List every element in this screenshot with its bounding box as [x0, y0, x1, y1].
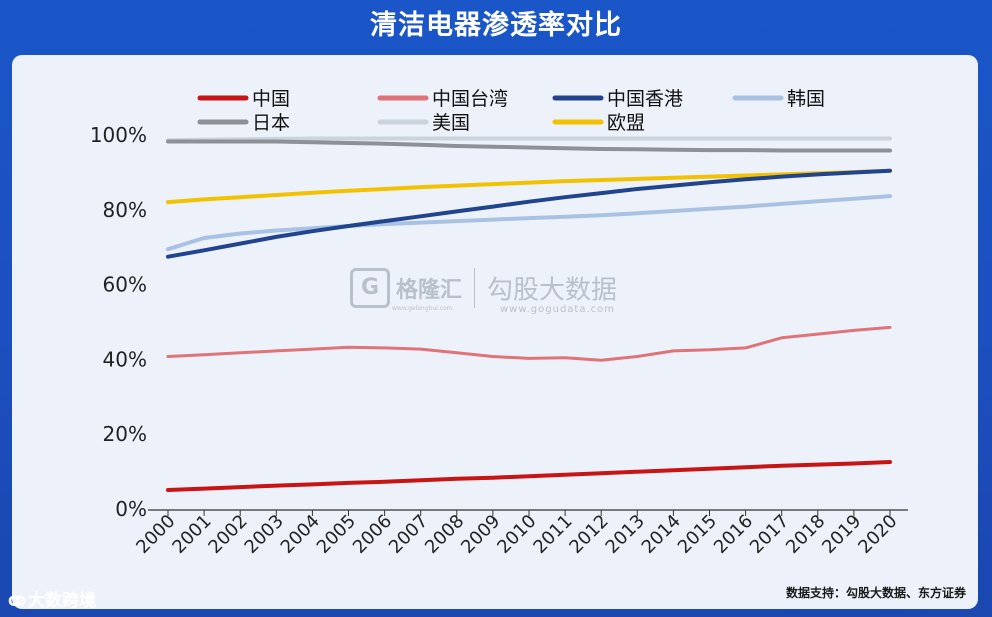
x-tick-label: 2001	[168, 511, 215, 558]
gelonghui-logo-icon: G	[350, 268, 390, 308]
watermark-brand1: 格隆汇	[396, 278, 463, 303]
corner-watermark: ↂ 大数跨境	[8, 586, 96, 611]
x-tick-label: 2004	[277, 511, 324, 558]
legend-label: 欧盟	[607, 112, 645, 134]
watermark-brand1-url: www.gelonghui.com	[392, 305, 453, 312]
series-line-欧盟	[166, 168, 892, 205]
series-line-中国	[166, 460, 892, 492]
x-tick-label: 2006	[349, 511, 396, 558]
watermark-brand2-url: www.gogudata.com	[500, 304, 616, 315]
x-tick-label: 2012	[565, 511, 612, 558]
x-tick-label: 2007	[385, 511, 432, 558]
x-tick-label: 2014	[638, 511, 685, 558]
y-tick-label: 0%	[115, 497, 147, 521]
legend-label: 中国香港	[607, 88, 683, 110]
x-tick-label: 2010	[493, 511, 540, 558]
legend-label: 日本	[252, 112, 290, 134]
x-tick-label: 2005	[313, 511, 360, 558]
y-tick-label: 80%	[103, 198, 147, 222]
x-tick-label: 2016	[710, 511, 757, 558]
x-tick-label: 2013	[602, 511, 649, 558]
series-line-韩国	[166, 194, 892, 252]
center-watermark: G 格隆汇 勾股大数据 www.gelonghui.com www.gogudata…	[350, 268, 618, 315]
watermark-brand2: 勾股大数据	[487, 275, 618, 306]
series-line-日本	[166, 139, 892, 153]
x-tick-label: 2017	[746, 511, 793, 558]
source-note: 数据支持：勾股大数据、东方证券	[785, 586, 966, 600]
legend-label: 美国	[432, 112, 470, 134]
watermark-divider	[474, 268, 476, 308]
x-tick-label: 2002	[204, 511, 251, 558]
x-tick-label: 2015	[674, 511, 721, 558]
series-line-中国香港	[166, 168, 892, 259]
x-tick-label: 2011	[529, 511, 576, 558]
y-tick-label: 20%	[103, 422, 147, 446]
series-line-中国台湾	[166, 325, 892, 362]
y-tick-label: 100%	[90, 123, 147, 147]
y-tick-label: 40%	[103, 347, 147, 371]
series-line-美国	[166, 136, 892, 143]
x-tick-label: 2019	[818, 511, 865, 558]
y-tick-label: 60%	[103, 273, 147, 297]
x-tick-label: 2003	[241, 511, 288, 558]
x-tick-label: 2018	[782, 511, 829, 558]
x-tick-label: 2008	[421, 511, 468, 558]
x-tick-label: 2020	[854, 511, 901, 558]
page-title: 清洁电器渗透率对比	[370, 10, 622, 41]
legend-label: 韩国	[787, 88, 825, 110]
weibo-icon: ↂ	[8, 594, 27, 610]
x-tick-label: 2009	[457, 511, 504, 558]
legend-label: 中国	[252, 88, 290, 110]
legend-label: 中国台湾	[432, 88, 508, 110]
corner-watermark-text: 大数跨境	[28, 591, 97, 611]
